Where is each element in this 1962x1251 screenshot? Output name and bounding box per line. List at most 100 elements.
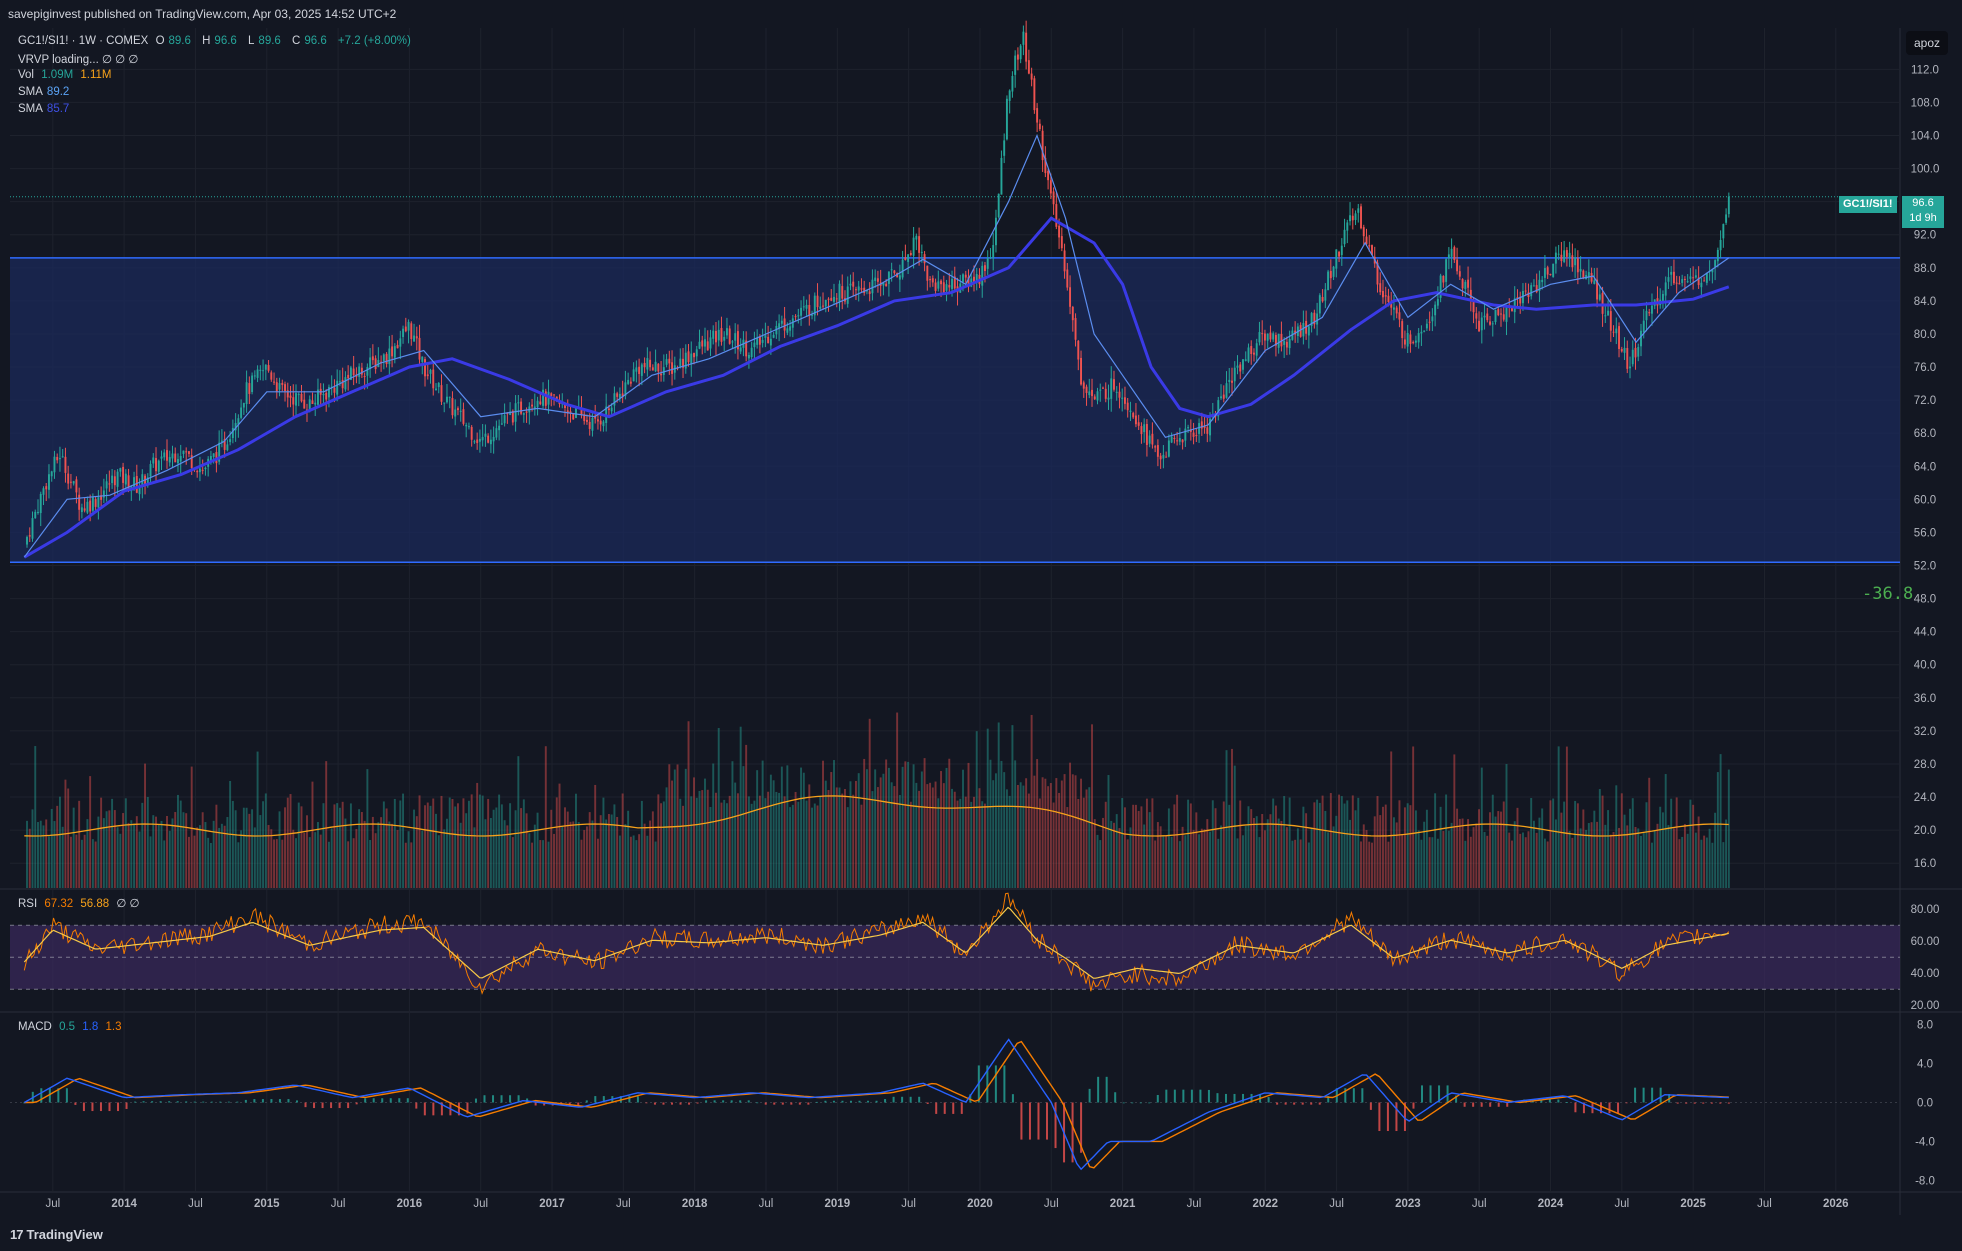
candle xyxy=(1568,252,1571,258)
candle xyxy=(693,353,695,358)
volume-bar xyxy=(344,818,347,888)
macd-pane xyxy=(10,1038,1900,1171)
volume-bar xyxy=(391,823,394,888)
volume-bar xyxy=(270,829,273,888)
volume-bar xyxy=(220,823,223,888)
apoz-button[interactable]: apoz xyxy=(1906,31,1948,55)
macd-histogram-bar xyxy=(568,1102,571,1106)
volume-bar xyxy=(1360,841,1362,888)
candle xyxy=(1080,357,1083,385)
candle xyxy=(275,382,278,392)
volume-bar xyxy=(756,770,759,888)
candle xyxy=(1431,316,1434,322)
volume-bar xyxy=(690,796,693,888)
candle xyxy=(698,341,701,349)
volume-bar xyxy=(1667,825,1670,888)
volume-bar xyxy=(48,836,50,888)
macd-histogram-bar xyxy=(773,1102,776,1105)
volume-bar xyxy=(484,819,487,888)
volume-bar xyxy=(369,840,372,888)
volume-bar xyxy=(86,819,89,888)
candle xyxy=(311,400,314,404)
volume-bar xyxy=(1626,825,1629,888)
candle xyxy=(1181,439,1184,443)
candle xyxy=(1398,312,1401,320)
candle xyxy=(113,476,116,486)
volume-bar xyxy=(926,784,929,888)
macd-histogram-bar xyxy=(381,1098,384,1103)
candle xyxy=(1222,394,1225,399)
volume-bar xyxy=(1049,783,1052,888)
volume-bar xyxy=(462,798,465,888)
candle xyxy=(1360,206,1362,229)
candle xyxy=(1461,279,1464,289)
candle xyxy=(1096,391,1099,401)
candle xyxy=(1489,321,1491,325)
volume-bar xyxy=(1242,835,1244,888)
candle xyxy=(1343,229,1346,245)
candle xyxy=(108,483,111,485)
volume-bar xyxy=(912,764,915,888)
candle xyxy=(1019,45,1022,60)
candle xyxy=(1151,433,1154,445)
macd-histogram-bar xyxy=(1037,1102,1040,1140)
candle xyxy=(1003,140,1006,156)
macd-histogram-bar xyxy=(1386,1102,1389,1132)
candle xyxy=(284,384,286,392)
volume-bar xyxy=(467,800,470,888)
volume-bar xyxy=(415,816,418,888)
candle xyxy=(514,403,517,422)
candle xyxy=(1661,293,1664,301)
price-tick-label: 108.0 xyxy=(1911,97,1940,109)
symbol-legend: GC1!/SI1! · 1W · COMEX O 89.6 H 96.6 L 89.6… xyxy=(18,35,415,47)
candle xyxy=(1107,397,1110,400)
macd-histogram-bar xyxy=(1046,1102,1049,1140)
sma2-label: SMA xyxy=(18,103,43,115)
volume-bar xyxy=(1310,827,1313,888)
candle xyxy=(399,338,402,347)
volume-bar xyxy=(28,828,31,888)
macd-histogram-bar xyxy=(662,1102,665,1105)
volume-bar xyxy=(1382,806,1384,888)
candle xyxy=(1596,279,1599,300)
volume-bar xyxy=(1058,792,1061,888)
candle xyxy=(1464,281,1467,289)
volume-bar xyxy=(1060,780,1063,888)
volume-bar xyxy=(816,805,819,888)
candle xyxy=(116,471,119,487)
candle xyxy=(627,379,630,384)
volume-bar xyxy=(1527,831,1530,888)
volume-bar xyxy=(520,808,523,888)
volume-bar xyxy=(720,802,723,888)
volume-bar xyxy=(297,802,300,888)
volume-bar xyxy=(1038,798,1041,888)
candle xyxy=(234,422,237,431)
candle xyxy=(1434,304,1437,316)
volume-bar xyxy=(1398,800,1401,888)
candle xyxy=(1349,215,1351,222)
candle xyxy=(487,435,490,443)
candle xyxy=(816,295,819,308)
volume-bar xyxy=(651,811,654,888)
candle xyxy=(953,276,956,289)
candle xyxy=(1414,340,1417,343)
candle xyxy=(778,323,781,329)
candle xyxy=(800,307,803,316)
volume-bar xyxy=(1209,831,1212,888)
volume-bar xyxy=(198,825,201,888)
volume-bar xyxy=(997,722,1000,888)
volume-bar xyxy=(1371,842,1373,888)
tradingview-logo[interactable]: 17 TradingView xyxy=(10,1218,103,1251)
candle xyxy=(473,441,476,443)
volume-bar xyxy=(1055,778,1058,888)
macd-histogram-bar xyxy=(1506,1102,1509,1107)
candle xyxy=(1220,396,1222,399)
candle xyxy=(838,283,841,302)
candle xyxy=(610,407,613,412)
volume-bar xyxy=(34,746,37,888)
candle xyxy=(133,477,136,488)
volume-bar xyxy=(67,788,70,888)
candle xyxy=(292,397,295,405)
volume-bar xyxy=(522,799,525,888)
